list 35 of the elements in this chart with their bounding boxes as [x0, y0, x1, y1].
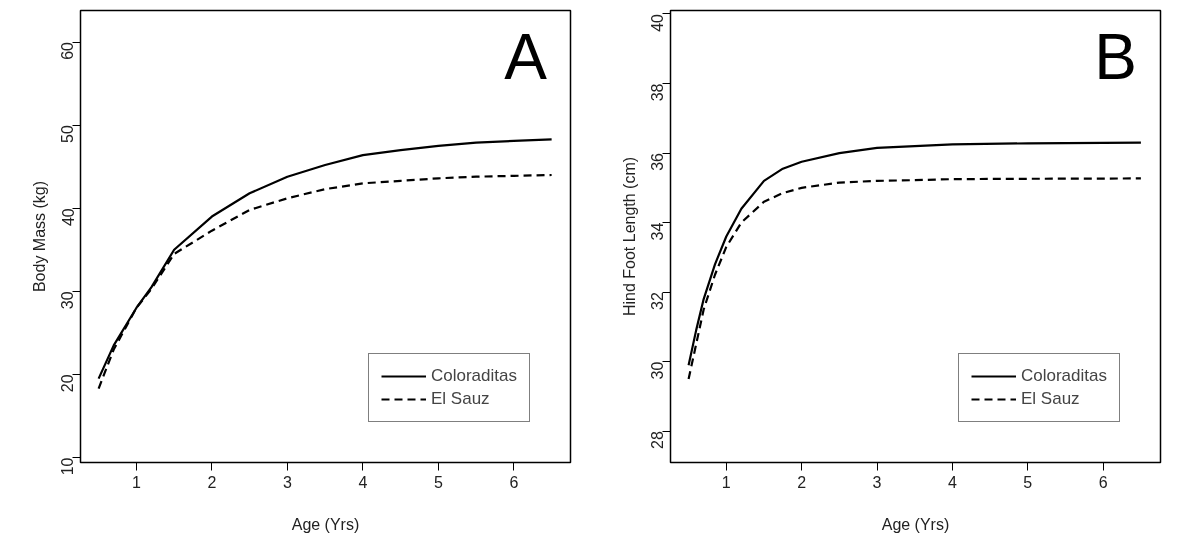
y-tick-label: 38 [649, 83, 667, 102]
y-tick-label: 30 [649, 361, 667, 380]
x-tick-label: 6 [1098, 473, 1108, 491]
x-tick-label: 5 [1023, 473, 1033, 491]
y-tick-label: 60 [59, 41, 77, 60]
x-tick-label: 5 [433, 473, 443, 491]
x-tick-label: 3 [872, 473, 882, 491]
annotation: A [504, 20, 548, 93]
y-tick-label: 34 [649, 222, 667, 241]
x-tick-label: 1 [721, 473, 731, 491]
x-tick-label: 2 [207, 473, 217, 491]
y-tick-label: 40 [59, 208, 77, 227]
x-axis-title: Age (Yrs) [881, 515, 950, 533]
x-axis-title: Age (Yrs) [291, 515, 360, 533]
y-tick-label: 40 [649, 13, 667, 32]
y-tick-label: 32 [649, 292, 667, 310]
y-tick-label: 30 [59, 291, 77, 310]
x-tick-label: 4 [358, 473, 368, 491]
y-axis-title: Body Mass (kg) [30, 180, 48, 293]
y-axis-title: Hind Foot Length (cm) [620, 156, 638, 317]
x-tick-label: 6 [509, 473, 519, 491]
legend-label: El Sauz [431, 389, 490, 409]
x-tick-label: 1 [131, 473, 141, 491]
legend-label: Coloraditas [431, 366, 517, 386]
legend-label: Coloraditas [1021, 366, 1107, 386]
x-tick-label: 4 [947, 473, 957, 491]
x-tick-label: 3 [282, 473, 292, 491]
y-tick-label: 10 [59, 457, 77, 476]
x-tick-label: 2 [797, 473, 807, 491]
y-tick-label: 20 [59, 374, 77, 393]
y-tick-label: 50 [59, 125, 77, 143]
y-tick-label: 28 [649, 431, 667, 449]
annotation: B [1094, 20, 1137, 93]
y-tick-label: 36 [649, 152, 667, 171]
legend-label: El Sauz [1021, 389, 1080, 409]
